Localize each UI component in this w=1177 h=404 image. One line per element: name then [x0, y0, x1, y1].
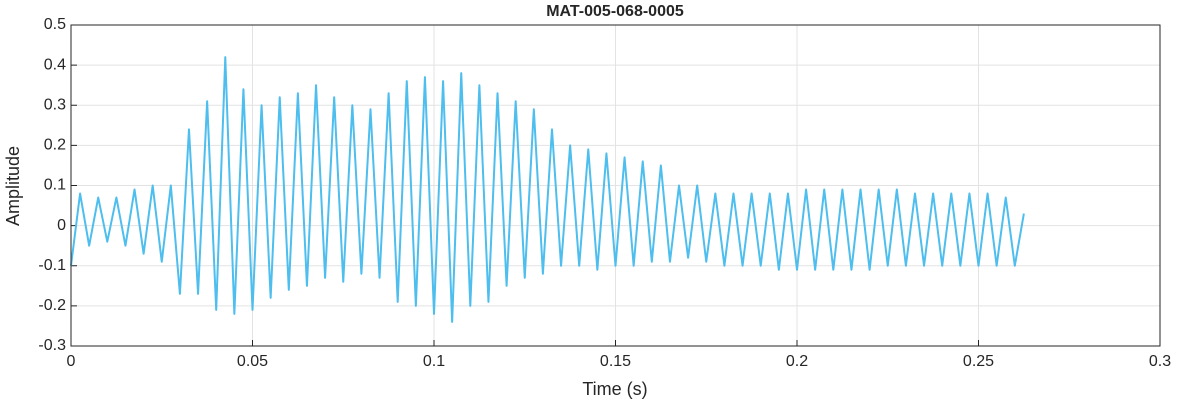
- x-tick-label: 0.05: [237, 353, 268, 370]
- x-tick-label: 0.2: [786, 353, 808, 370]
- y-tick-label: 0: [57, 217, 66, 234]
- x-tick-label: 0.3: [1149, 353, 1171, 370]
- y-tick-label: 0.4: [44, 56, 66, 73]
- x-tick-label: 0.25: [963, 353, 994, 370]
- y-tick-label: -0.3: [38, 337, 66, 354]
- x-axis-label: Time (s): [582, 379, 647, 399]
- y-tick-label: 0.2: [44, 137, 66, 154]
- y-tick-label: 0.3: [44, 96, 66, 113]
- plot-frame: [70, 24, 1161, 347]
- y-axis-label: Amplitude: [3, 146, 23, 226]
- x-tick-label: 0.1: [423, 353, 445, 370]
- x-tick-label: 0: [67, 353, 76, 370]
- waveform-line: [70, 56, 1025, 323]
- y-tick-label: 0.5: [44, 16, 66, 33]
- y-tick-label: -0.1: [38, 257, 66, 274]
- x-tick-label: 0.15: [600, 353, 631, 370]
- y-tick-label: -0.2: [38, 297, 66, 314]
- chart-title: MAT-005-068-0005: [546, 3, 684, 20]
- y-tick-label: 0.1: [44, 177, 66, 194]
